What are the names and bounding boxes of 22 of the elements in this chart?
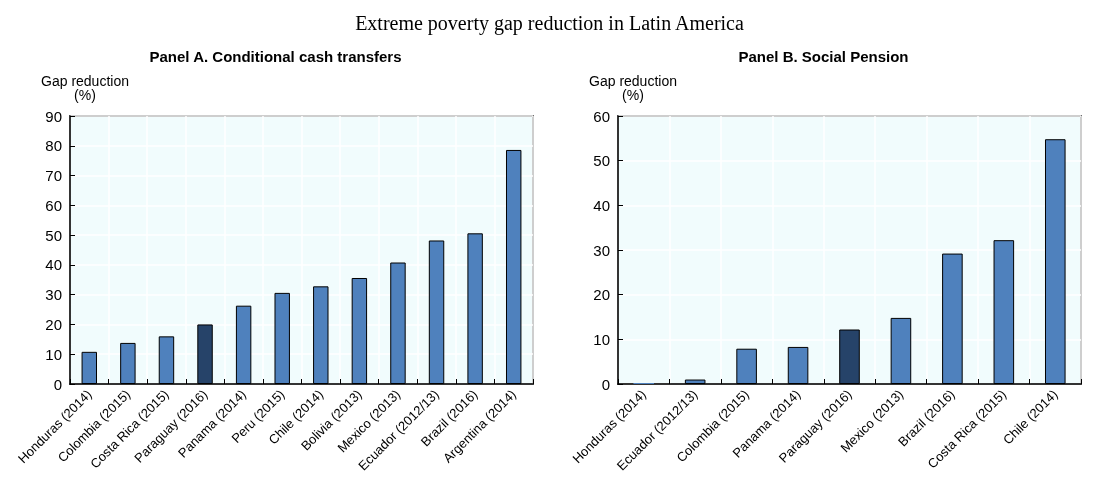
y-tick-label: 50 [45,226,62,244]
y-tick-label: 0 [601,375,610,393]
y-tick-label: 30 [593,241,610,259]
y-tick-label: 50 [593,152,610,170]
y-tick-label: 0 [53,375,62,393]
y-tick-label: 60 [593,107,610,125]
y-tick-label: 40 [45,256,62,274]
chart-title: Panel B. Social Pension [738,48,909,65]
y-tick-label: 20 [45,315,62,333]
y-tick-label: 20 [593,286,610,304]
y-tick-label: 90 [45,107,62,125]
y-tick-label: 60 [45,196,62,214]
y-tick-label: 10 [45,345,62,363]
y-tick-label: 10 [593,330,610,348]
y-tick-label: 40 [593,196,610,214]
y-axis-title: Gap reduction (%) [589,73,677,103]
text: Extreme poverty gap reduction in Latin America [354,11,745,37]
y-tick-label: 70 [45,167,62,185]
y-axis-title: Gap reduction (%) [41,73,129,103]
y-tick-label: 80 [45,137,62,155]
chart-title: Panel A. Conditional cash transfers [149,48,402,65]
y-tick-label: 30 [45,286,62,304]
